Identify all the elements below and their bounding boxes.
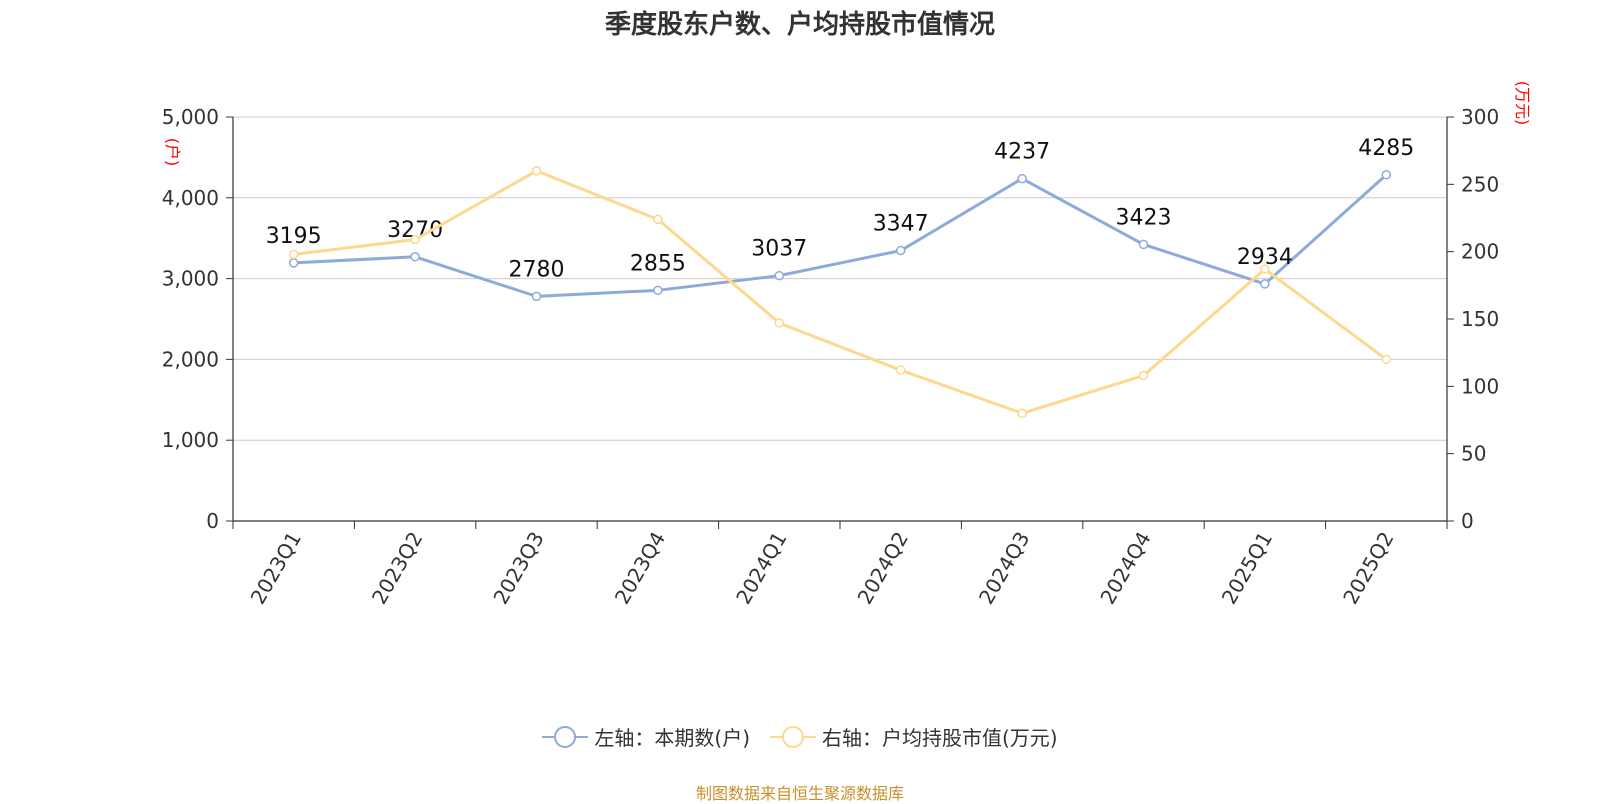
right-axis-tick-label: 50 bbox=[1461, 442, 1486, 466]
data-point-right bbox=[1260, 264, 1270, 274]
right-axis-tick-label: 150 bbox=[1461, 307, 1499, 331]
right-axis-tick-label: 300 bbox=[1461, 105, 1499, 129]
left-axis-tick-label: 3,000 bbox=[162, 267, 219, 291]
data-point-left bbox=[410, 252, 420, 262]
data-label: 3423 bbox=[1116, 205, 1172, 230]
data-point-left bbox=[1017, 173, 1027, 184]
x-axis-category-label: 2025Q1 bbox=[1217, 528, 1277, 609]
series-line-left bbox=[293, 173, 1388, 298]
right-axis-unit-label: (万元) bbox=[1513, 81, 1532, 126]
data-point-right bbox=[288, 249, 299, 260]
legend-item-right[interactable]: 右轴：户均持股市值(万元) bbox=[770, 722, 1058, 751]
data-point-right bbox=[410, 234, 420, 245]
data-point-left bbox=[653, 285, 663, 296]
right-axis-tick-label: 200 bbox=[1461, 240, 1499, 264]
data-point-right bbox=[1381, 354, 1392, 365]
chart-title: 季度股东户数、户均持股市值情况 bbox=[604, 10, 995, 40]
left-axis-tick-label: 2,000 bbox=[162, 347, 219, 371]
data-label: 3195 bbox=[266, 224, 322, 249]
data-label: 3037 bbox=[751, 237, 807, 262]
legend-right-marker-icon bbox=[770, 725, 816, 748]
data-point-right bbox=[774, 318, 785, 328]
data-point-left bbox=[288, 258, 299, 268]
data-point-left bbox=[531, 291, 542, 302]
x-axis-category-label: 2024Q2 bbox=[853, 528, 913, 609]
legend-left-marker-icon bbox=[542, 725, 589, 748]
legend: 左轴：本期数(户) 右轴：户均持股市值(万元) bbox=[0, 722, 1600, 751]
data-point-right bbox=[1017, 408, 1027, 419]
left-axis-tick-label: 1,000 bbox=[162, 428, 219, 452]
x-axis-category-label: 2024Q1 bbox=[731, 528, 791, 609]
x-axis-category-label: 2024Q4 bbox=[1095, 528, 1155, 609]
data-point-left bbox=[1381, 170, 1392, 180]
data-point-left bbox=[1260, 279, 1270, 289]
data-point-right bbox=[1138, 370, 1149, 381]
data-point-left bbox=[1138, 239, 1149, 250]
right-axis-tick-label: 250 bbox=[1461, 172, 1499, 196]
x-axis-category-label: 2023Q3 bbox=[488, 528, 548, 609]
x-axis-category-label: 2023Q2 bbox=[367, 528, 427, 609]
data-label: 2855 bbox=[630, 251, 686, 276]
data-point-left bbox=[774, 270, 785, 281]
data-label: 4285 bbox=[1358, 136, 1414, 161]
data-point-left bbox=[895, 245, 906, 256]
data-label: 2780 bbox=[509, 257, 565, 282]
series-line-right bbox=[293, 169, 1388, 415]
right-axis-tick-label: 100 bbox=[1461, 374, 1499, 398]
source-note: 制图数据来自恒生聚源数据库 bbox=[695, 784, 904, 803]
left-axis-tick-label: 4,000 bbox=[162, 186, 219, 210]
legend-label-right: 右轴：户均持股市值(万元) bbox=[822, 726, 1058, 750]
legend-label-left: 左轴：本期数(户) bbox=[594, 726, 750, 750]
data-point-right bbox=[531, 166, 542, 176]
x-axis-category-label: 2023Q1 bbox=[246, 528, 306, 609]
x-axis-category-label: 2025Q2 bbox=[1338, 528, 1398, 609]
left-axis-unit-label: (户) bbox=[163, 138, 182, 167]
data-point-right bbox=[895, 365, 906, 375]
legend-item-left[interactable]: 左轴：本期数(户) bbox=[542, 722, 750, 751]
x-axis-category-label: 2023Q4 bbox=[610, 528, 670, 609]
data-label: 4237 bbox=[994, 140, 1050, 165]
x-axis-category-label: 2024Q3 bbox=[974, 528, 1034, 609]
data-label: 3347 bbox=[873, 212, 929, 237]
right-axis-tick-label: 0 bbox=[1461, 509, 1474, 533]
data-point-right bbox=[653, 214, 663, 225]
left-axis-tick-label: 0 bbox=[206, 509, 219, 533]
left-axis-tick-label: 5,000 bbox=[162, 105, 219, 129]
